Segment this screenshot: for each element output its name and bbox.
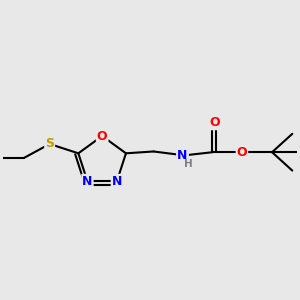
Text: N: N [112,175,122,188]
Text: N: N [82,175,93,188]
Text: N: N [177,148,188,162]
Text: S: S [45,137,54,151]
Text: O: O [209,116,220,129]
Text: O: O [97,130,107,142]
Text: O: O [237,146,247,159]
Text: H: H [184,159,193,169]
